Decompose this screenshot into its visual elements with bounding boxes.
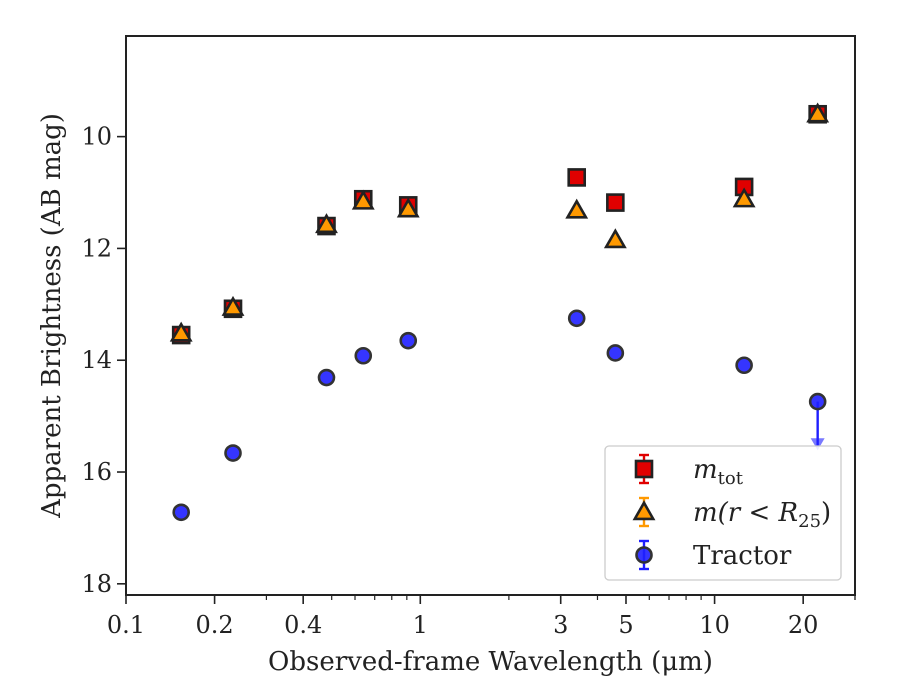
x-tick-label: 3: [553, 611, 568, 639]
upper-limit-arrow: [810, 438, 825, 451]
legend-label: Tractor: [693, 541, 792, 571]
triangle-point: [806, 102, 830, 123]
x-tick-label: 0.1: [107, 611, 145, 639]
triangle-point: [632, 500, 656, 521]
y-tick-label: 18: [81, 570, 112, 598]
legend-label: mtot: [693, 455, 744, 489]
triangle-point: [732, 187, 756, 208]
y-axis: 10 12 14 16 18: [81, 123, 126, 598]
legend-label-main: m: [693, 455, 718, 485]
legend-label-main: m(r < R: [693, 498, 798, 528]
legend-label-tail: ): [821, 498, 831, 528]
y-tick-label: 10: [81, 123, 112, 151]
series-circle: [172, 309, 827, 522]
circle-point: [808, 392, 827, 411]
y-tick-label: 16: [81, 458, 112, 486]
triangle-point: [221, 295, 245, 316]
legend-label-subscript: 25: [798, 511, 821, 532]
circle-point: [224, 444, 242, 462]
legend-box: [604, 445, 842, 581]
x-axis-label: Observed-frame Wavelength (μm): [268, 647, 713, 677]
legend: mtot m(r < R25) Tractor: [604, 445, 842, 581]
x-tick-label: 10: [699, 611, 730, 639]
x-tick-label: 0.4: [284, 611, 322, 639]
circle-point: [635, 546, 653, 564]
triangle-point: [351, 189, 375, 210]
circle-point: [735, 356, 753, 375]
square-point: [634, 459, 654, 479]
triangle-point: [565, 198, 589, 219]
plot-frame: [125, 35, 856, 596]
triangle-point: [315, 213, 338, 234]
x-tick-label: 20: [788, 611, 819, 639]
x-axis: 0.1 0.2 0.4 1 3 5 10 20: [107, 595, 856, 639]
legend-label: m(r < R25): [693, 498, 831, 532]
data-marks: [169, 102, 830, 522]
circle-point: [567, 309, 586, 328]
circle-point: [606, 344, 625, 362]
circle-point: [172, 503, 190, 522]
legend-label-subscript: tot: [718, 468, 744, 489]
circle-point: [317, 368, 336, 387]
x-tick-label: 5: [618, 611, 633, 639]
y-axis-label: Apparent Brightness (AB mag): [37, 113, 67, 519]
triangle-point: [396, 197, 420, 218]
x-tick-label: 0.2: [196, 611, 234, 639]
circle-point: [399, 331, 418, 350]
x-tick-label: 1: [413, 611, 428, 639]
triangle-point: [603, 228, 627, 249]
series-square: [171, 104, 827, 345]
square-point: [567, 168, 587, 187]
series-triangle: [169, 102, 830, 342]
y-tick-label: 14: [81, 346, 112, 374]
circle-point: [354, 346, 373, 365]
square-point: [606, 193, 625, 212]
triangle-point: [169, 321, 193, 342]
y-tick-label: 12: [81, 234, 112, 262]
